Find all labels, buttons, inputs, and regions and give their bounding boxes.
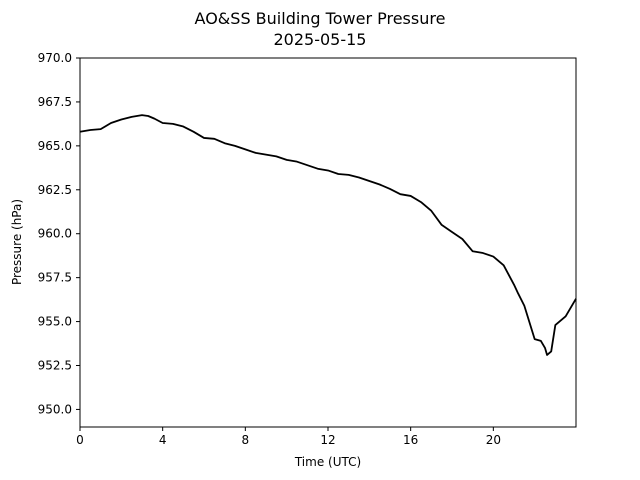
x-tick-label: 0 — [76, 433, 84, 447]
chart-subtitle: 2025-05-15 — [274, 30, 367, 49]
y-tick-label: 952.5 — [38, 359, 72, 373]
x-axis-label: Time (UTC) — [294, 455, 361, 469]
y-tick-label: 955.0 — [38, 315, 72, 329]
y-tick-label: 970.0 — [38, 51, 72, 65]
y-tick-label: 967.5 — [38, 95, 72, 109]
y-tick-label: 957.5 — [38, 271, 72, 285]
y-tick-label: 965.0 — [38, 139, 72, 153]
x-tick-label: 8 — [242, 433, 250, 447]
y-tick-label: 950.0 — [38, 402, 72, 416]
y-axis-label: Pressure (hPa) — [10, 199, 24, 285]
y-tick-label: 962.5 — [38, 183, 72, 197]
series-line-0 — [79, 114, 577, 356]
plot-frame — [79, 57, 577, 428]
x-tick-label: 16 — [403, 433, 418, 447]
chart-title: AO&SS Building Tower Pressure — [195, 9, 446, 28]
x-tick-label: 4 — [159, 433, 167, 447]
y-tick-label: 960.0 — [38, 227, 72, 241]
x-tick-label: 20 — [486, 433, 501, 447]
x-tick-label: 12 — [320, 433, 335, 447]
